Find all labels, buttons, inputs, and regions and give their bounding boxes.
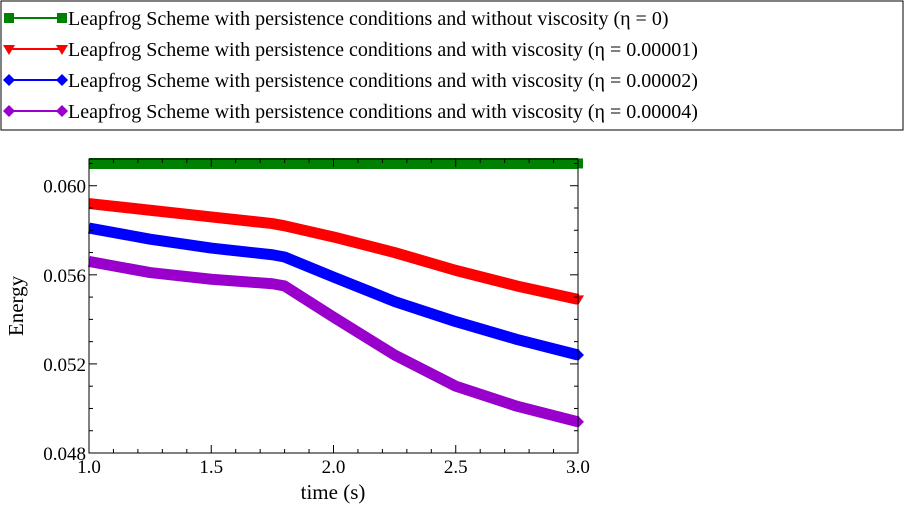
x-tick-label: 1.0 (77, 457, 101, 478)
legend-marker-right-1 (57, 13, 67, 23)
legend-label-1: Leapfrog Scheme with persistence conditi… (68, 8, 669, 30)
legend: Leapfrog Scheme with persistence conditi… (0, 0, 904, 131)
legend-marker-right-3 (56, 74, 68, 86)
legend-marker-left-1 (4, 13, 14, 23)
y-tick-label: 0.052 (43, 355, 86, 376)
legend-marker-left-4 (3, 105, 15, 117)
legend-marker-left-2 (3, 45, 15, 55)
legend-box (0, 0, 904, 131)
plot-frame (88, 158, 579, 454)
legend-label-2: Leapfrog Scheme with persistence conditi… (68, 39, 698, 61)
y-axis-label: Energy (4, 275, 28, 336)
y-tick-label: 0.060 (43, 177, 86, 198)
legend-marker-right-4 (56, 105, 68, 117)
legend-label-4: Leapfrog Scheme with persistence conditi… (68, 101, 698, 123)
x-tick-label: 2.0 (322, 457, 346, 478)
x-axis-label: time (s) (301, 480, 366, 504)
x-tick-label: 2.5 (444, 457, 468, 478)
legend-marker-right-2 (56, 45, 68, 55)
y-tick-label: 0.056 (43, 266, 86, 287)
y-tick-label: 0.048 (43, 444, 86, 465)
x-tick-label: 1.5 (199, 457, 223, 478)
series-line-2 (88, 198, 580, 305)
x-tick-label: 3.0 (566, 457, 590, 478)
series-line-4 (88, 256, 580, 428)
plot-area: 1.0 1.5 2.0 2.5 3.0 0.048 0.052 0.056 0.060 (43, 157, 590, 478)
legend-marker-left-3 (3, 74, 15, 86)
series-line-3 (88, 222, 580, 361)
legend-label-3: Leapfrog Scheme with persistence conditi… (68, 70, 698, 92)
